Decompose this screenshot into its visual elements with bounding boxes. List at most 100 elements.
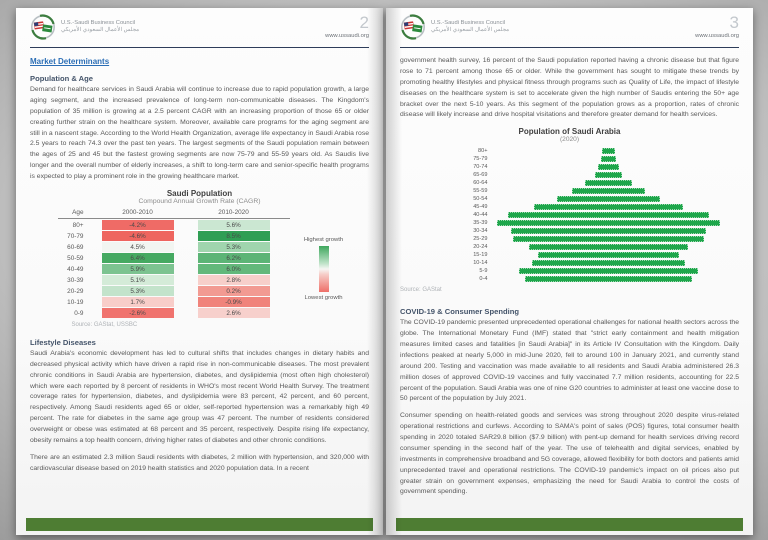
- heatmap-cell: 5.1%: [101, 275, 174, 285]
- heatmap-cell: 6.4%: [101, 253, 174, 263]
- age-tick-label: 45-49: [473, 204, 488, 211]
- population-bar: [598, 164, 619, 171]
- page-header: U.S.-Saudi Business Council مجلس الأعمال…: [30, 14, 369, 44]
- page-number: 3: [729, 13, 739, 32]
- population-bar: [529, 244, 688, 251]
- heatmap-cell: -4.2%: [101, 220, 174, 230]
- ussbc-logo-icon: [400, 14, 426, 40]
- page-number: 2: [359, 13, 369, 32]
- heatmap-cell: 5.9%: [101, 264, 174, 274]
- cagr-heatmap-chart: Saudi Population Compound Annual Growth …: [50, 189, 350, 328]
- population-bar: [538, 252, 679, 259]
- col-header-2000-2010: 2000-2010: [122, 208, 153, 216]
- heatmap-cell: 8.5%: [197, 231, 270, 241]
- cagr-table-header: Age 2000-2010 2010-2020: [57, 208, 290, 219]
- age-label: 60-69: [67, 243, 84, 251]
- chart-source: Source: GAStat: [400, 287, 442, 294]
- section-link-market-determinants[interactable]: Market Determinants: [30, 57, 110, 66]
- paragraph-covid: The COVID-19 pandemic presented unpreced…: [400, 319, 739, 403]
- age-tick-label: 65-69: [473, 172, 488, 179]
- cagr-row-40-49: 40-49 5.9% 6.0%: [58, 264, 290, 274]
- pyramid-row-60-64: 60-64: [415, 179, 725, 187]
- chart-subtitle: (2020): [559, 136, 580, 144]
- pyramid-row-25-29: 25-29: [415, 235, 725, 243]
- age-tick-label: 25-29: [473, 236, 488, 243]
- cagr-row-20-29: 20-29 5.3% 0.2%: [58, 286, 290, 296]
- chart-source: Source: GAStat, USSBC: [71, 321, 138, 328]
- population-bar: [600, 156, 617, 163]
- pyramid-row-70-74: 70-74: [415, 163, 725, 171]
- age-tick-label: 35-39: [473, 220, 488, 227]
- pyramid-row-50-54: 50-54: [415, 195, 725, 203]
- website-link[interactable]: www.ussaudi.org: [695, 33, 739, 39]
- heatmap-cell: 4.5%: [101, 242, 174, 252]
- heatmap-cell: 2.6%: [197, 308, 270, 318]
- population-bar: [531, 260, 686, 267]
- age-tick-label: 50-54: [473, 196, 488, 203]
- population-bar: [497, 220, 720, 227]
- age-tick-label: 75-79: [473, 156, 488, 163]
- header-rule: [400, 47, 739, 48]
- org-name: U.S.-Saudi Business Council: [61, 19, 136, 26]
- age-label: 10-19: [67, 298, 84, 306]
- ussbc-logo-icon: [30, 14, 56, 40]
- cagr-row-80+: 80+ -4.2% 5.6%: [58, 220, 290, 230]
- age-tick-label: 5-9: [479, 268, 488, 275]
- paragraph-consumer-spending: Consumer spending on health-related good…: [400, 412, 739, 496]
- legend-lowest-label: Lowest growth: [304, 294, 343, 301]
- heading-lifestyle-diseases: Lifestyle Diseases: [30, 337, 96, 347]
- population-bar: [585, 180, 632, 187]
- age-tick-label: 60-64: [473, 180, 488, 187]
- population-bar: [519, 268, 698, 275]
- pyramid-rows: 80+ 75-79 70-74 65-69 60-64 55-59 50-54 45-49 40…: [415, 147, 725, 283]
- chart-subtitle: Compound Annual Growth Rate (CAGR): [138, 197, 261, 205]
- col-header-2010-2020: 2010-2020: [218, 208, 249, 216]
- age-tick-label: 0-4: [479, 276, 488, 283]
- heatmap-cell: 6.2%: [197, 253, 270, 263]
- page-header: U.S.-Saudi Business Council مجلس الأعمال…: [400, 14, 739, 44]
- heatmap-cell: -2.6%: [101, 308, 174, 318]
- age-tick-label: 10-14: [473, 260, 488, 267]
- legend-highest-label: Highest growth: [303, 236, 344, 243]
- header-rule: [30, 47, 369, 48]
- heatmap-cell: 5.3%: [101, 286, 174, 296]
- heatmap-cell: 5.3%: [197, 242, 270, 252]
- cagr-row-70-79: 70-79 -4.6% 8.5%: [58, 231, 290, 241]
- age-label: 20-29: [67, 287, 84, 295]
- pyramid-row-15-19: 15-19: [415, 251, 725, 259]
- age-label: 0-9: [74, 309, 84, 317]
- heatmap-legend: Highest growth Lowest growth: [298, 237, 350, 301]
- cagr-row-0-9: 0-9 -2.6% 2.6%: [58, 308, 290, 318]
- cagr-table-rows: 80+ -4.2% 5.6% 70-79 -4.6% 8.5% 60-69 4.5% 5.3% 5…: [58, 220, 290, 318]
- age-tick-label: 30-34: [473, 228, 488, 235]
- cagr-row-50-59: 50-59 6.4% 6.2%: [58, 253, 290, 263]
- heading-population-age: Population & Age: [30, 74, 93, 83]
- heatmap-cell: 5.6%: [197, 220, 270, 230]
- population-bar: [601, 148, 616, 155]
- population-bar: [524, 276, 693, 283]
- cagr-row-60-69: 60-69 4.5% 5.3%: [58, 242, 290, 252]
- heatmap-cell: -0.9%: [197, 297, 270, 307]
- org-name: U.S.-Saudi Business Council: [431, 19, 506, 26]
- website-link[interactable]: www.ussaudi.org: [325, 33, 369, 39]
- age-tick-label: 80+: [478, 148, 488, 155]
- pyramid-row-5-9: 5-9: [415, 267, 725, 275]
- population-bar: [557, 196, 660, 203]
- col-header-age: Age: [72, 208, 84, 216]
- age-label: 30-39: [67, 276, 84, 284]
- age-label: 40-49: [67, 265, 84, 273]
- age-tick-label: 40-44: [473, 212, 488, 219]
- population-bar: [595, 172, 622, 179]
- cagr-row-30-39: 30-39 5.1% 2.8%: [58, 275, 290, 285]
- heatmap-cell: 6.0%: [197, 264, 270, 274]
- age-label: 70-79: [67, 232, 84, 240]
- population-bar: [510, 228, 707, 235]
- age-tick-label: 70-74: [473, 164, 488, 171]
- pyramid-row-65-69: 65-69: [415, 171, 725, 179]
- heatmap-cell: 0.2%: [197, 286, 270, 296]
- paragraph-population-age: Demand for healthcare services in Saudi …: [30, 86, 369, 180]
- pyramid-row-30-34: 30-34: [415, 227, 725, 235]
- heatmap-cell: 2.8%: [197, 275, 270, 285]
- paragraph-continuation: government health survey, 16 percent of …: [400, 57, 739, 119]
- cagr-row-10-19: 10-19 1.7% -0.9%: [58, 297, 290, 307]
